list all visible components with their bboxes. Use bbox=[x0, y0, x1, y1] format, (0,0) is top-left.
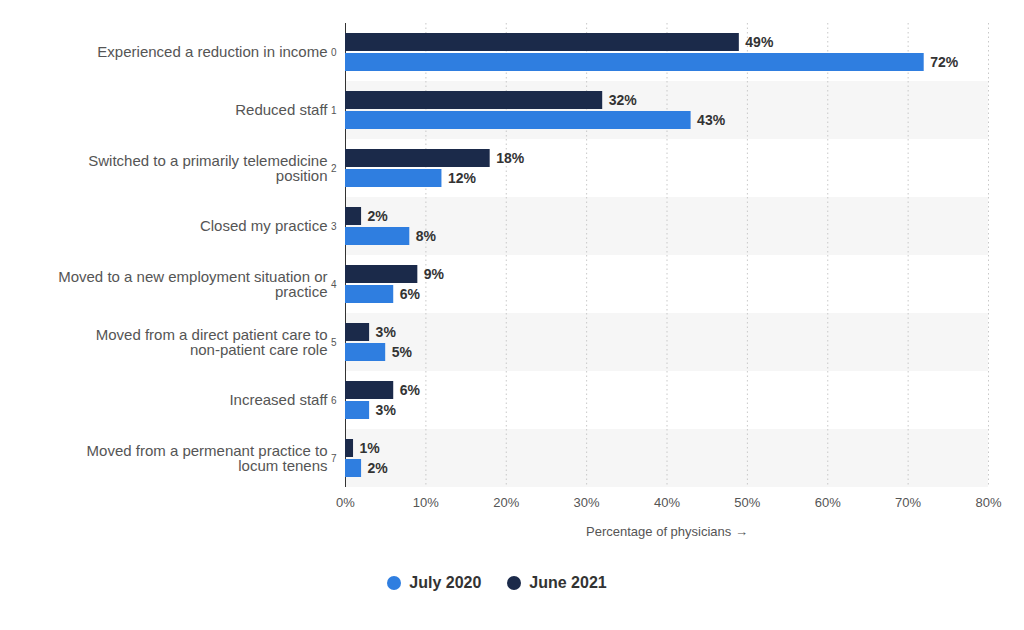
svg-text:20%: 20% bbox=[493, 495, 519, 510]
svg-text:2%: 2% bbox=[368, 460, 389, 476]
svg-text:3%: 3% bbox=[376, 324, 397, 340]
svg-text:0%: 0% bbox=[336, 495, 355, 510]
svg-text:Percentage of physicians →: Percentage of physicians → bbox=[586, 524, 748, 539]
svg-text:40%: 40% bbox=[654, 495, 680, 510]
svg-text:Experienced a reduction in inc: Experienced a reduction in income bbox=[97, 43, 327, 60]
svg-text:6%: 6% bbox=[400, 286, 421, 302]
svg-text:3%: 3% bbox=[376, 402, 397, 418]
svg-text:43%: 43% bbox=[697, 112, 726, 128]
svg-text:3: 3 bbox=[331, 221, 337, 232]
svg-text:Moved from a direct patient ca: Moved from a direct patient care tonon-p… bbox=[96, 326, 328, 358]
svg-text:4: 4 bbox=[331, 279, 337, 290]
svg-text:18%: 18% bbox=[496, 150, 525, 166]
svg-text:Reduced staff: Reduced staff bbox=[235, 101, 328, 118]
svg-text:2: 2 bbox=[331, 163, 337, 174]
svg-text:49%: 49% bbox=[745, 34, 774, 50]
svg-text:6: 6 bbox=[331, 395, 337, 406]
svg-text:7: 7 bbox=[331, 453, 337, 464]
svg-text:10%: 10% bbox=[413, 495, 439, 510]
svg-text:Moved from a permenant practic: Moved from a permenant practice tolocum … bbox=[87, 442, 328, 474]
svg-text:5: 5 bbox=[331, 337, 337, 348]
svg-text:1: 1 bbox=[331, 105, 337, 116]
svg-text:0: 0 bbox=[331, 47, 337, 58]
svg-text:Closed my practice: Closed my practice bbox=[200, 217, 328, 234]
html-text:June 2021: June 2021 bbox=[529, 574, 607, 591]
svg-text:9%: 9% bbox=[424, 266, 445, 282]
svg-text:70%: 70% bbox=[895, 495, 921, 510]
svg-text:72%: 72% bbox=[930, 54, 959, 70]
svg-text:1%: 1% bbox=[360, 440, 381, 456]
svg-text:32%: 32% bbox=[609, 92, 638, 108]
svg-text:80%: 80% bbox=[975, 495, 1001, 510]
svg-text:6%: 6% bbox=[400, 382, 421, 398]
svg-text:12%: 12% bbox=[448, 170, 477, 186]
svg-text:Switched to a primarily teleme: Switched to a primarily telemedicineposi… bbox=[88, 152, 327, 184]
svg-text:50%: 50% bbox=[734, 495, 760, 510]
svg-text:30%: 30% bbox=[574, 495, 600, 510]
svg-text:Increased staff: Increased staff bbox=[229, 391, 328, 408]
svg-text:2%: 2% bbox=[368, 208, 389, 224]
svg-text:5%: 5% bbox=[392, 344, 413, 360]
svg-text:60%: 60% bbox=[815, 495, 841, 510]
svg-text:Moved to a new employment situ: Moved to a new employment situation orpr… bbox=[58, 268, 327, 300]
svg-text:8%: 8% bbox=[416, 228, 437, 244]
html-text:July 2020: July 2020 bbox=[409, 574, 482, 591]
